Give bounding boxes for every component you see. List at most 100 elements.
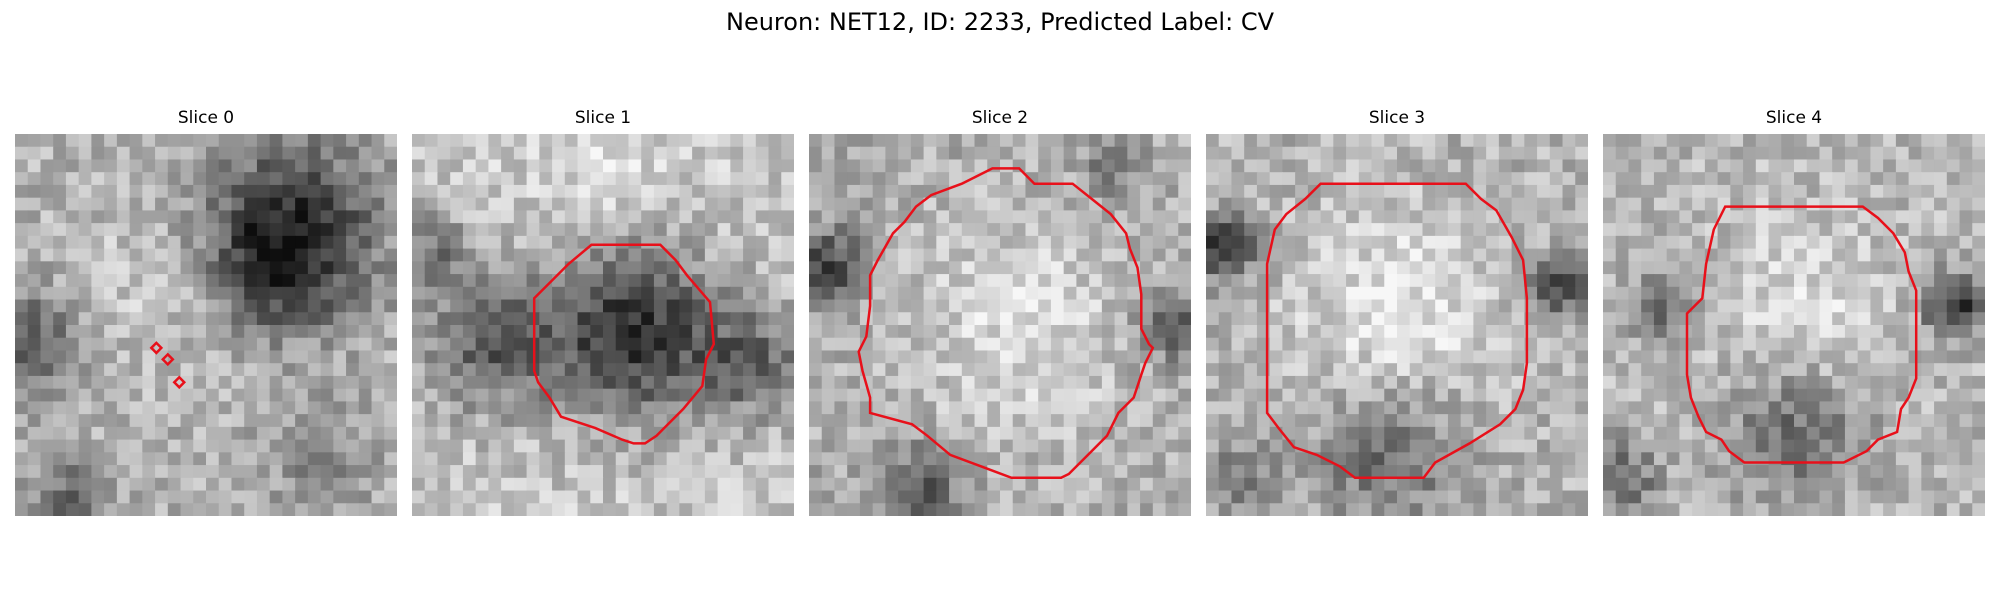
- pixel-cell: [781, 439, 794, 453]
- pixel-cell: [666, 172, 680, 186]
- pixel-cell: [193, 325, 207, 339]
- pixel-cell: [641, 503, 655, 516]
- pixel-cell: [1972, 439, 1985, 453]
- pixel-cell: [1127, 197, 1141, 211]
- pixel-cell: [1282, 350, 1296, 364]
- pixel-cell: [1269, 184, 1283, 199]
- pixel-cell: [1089, 375, 1103, 390]
- pixel-cell: [987, 286, 1001, 301]
- pixel-cell: [129, 159, 143, 173]
- pixel-cell: [1358, 134, 1373, 148]
- pixel-cell: [1295, 299, 1309, 313]
- pixel-cell: [1178, 235, 1191, 250]
- pixel-cell: [1460, 235, 1474, 250]
- pixel-cell: [513, 274, 528, 288]
- pixel-cell: [1460, 274, 1474, 288]
- pixel-cell: [1628, 452, 1642, 466]
- pixel-cell: [1653, 184, 1668, 199]
- pixel-cell: [704, 235, 719, 250]
- pixel-cell: [872, 465, 886, 479]
- pixel-cell: [1603, 363, 1617, 377]
- pixel-cell: [1282, 274, 1296, 288]
- pixel-cell: [1832, 184, 1846, 199]
- pixel-cell: [974, 388, 988, 402]
- pixel-cell: [755, 363, 770, 377]
- pixel-cell: [1806, 172, 1821, 186]
- pixel-cell: [1870, 414, 1884, 428]
- pixel-cell: [1101, 452, 1116, 466]
- pixel-cell: [1384, 299, 1398, 313]
- pixel-cell: [564, 490, 579, 504]
- pixel-cell: [1524, 235, 1538, 250]
- pixel-cell: [692, 490, 706, 504]
- pixel-cell: [142, 184, 156, 199]
- pixel-cell: [1269, 426, 1283, 441]
- pixel-cell: [1114, 197, 1128, 211]
- pixel-cell: [1562, 477, 1576, 492]
- pixel-cell: [755, 184, 770, 199]
- pixel-cell: [1946, 261, 1961, 275]
- pixel-cell: [552, 452, 566, 466]
- pixel-cell: [885, 426, 899, 441]
- pixel-cell: [974, 503, 988, 516]
- pixel-cell: [1921, 490, 1935, 504]
- pixel-cell: [641, 248, 655, 262]
- pixel-cell: [91, 490, 105, 504]
- pixel-cell: [320, 223, 334, 237]
- pixel-cell: [590, 439, 604, 453]
- pixel-cell: [564, 477, 579, 492]
- pixel-cell: [847, 401, 861, 415]
- pixel-cell: [1000, 312, 1014, 326]
- pixel-cell: [704, 286, 719, 301]
- pixel-cell: [898, 375, 912, 390]
- pixel-cell: [437, 172, 451, 186]
- pixel-cell: [1844, 363, 1859, 377]
- pixel-cell: [295, 401, 309, 415]
- pixel-cell: [1358, 363, 1373, 377]
- pixel-cell: [1025, 477, 1039, 492]
- pixel-cell: [358, 350, 373, 364]
- pixel-cell: [974, 134, 988, 148]
- pixel-cell: [1038, 465, 1052, 479]
- pixel-cell: [15, 490, 29, 504]
- pixel-cell: [590, 375, 604, 390]
- pixel-cell: [412, 452, 426, 466]
- pixel-cell: [1152, 172, 1167, 186]
- pixel-cell: [730, 235, 744, 250]
- pixel-cell: [539, 299, 553, 313]
- pixel-cell: [1615, 312, 1630, 326]
- pixel-cell: [809, 312, 823, 326]
- pixel-cell: [1256, 452, 1271, 466]
- pixel-cell: [475, 261, 489, 275]
- pixel-cell: [704, 197, 719, 211]
- pixel-cell: [269, 261, 283, 275]
- pixel-cell: [346, 197, 360, 211]
- pixel-cell: [1333, 274, 1347, 288]
- pixel-cell: [155, 337, 169, 352]
- pixel-cell: [1806, 337, 1821, 352]
- pixel-cell: [1972, 325, 1985, 339]
- pixel-cell: [1231, 452, 1245, 466]
- pixel-cell: [1320, 312, 1334, 326]
- pixel-cell: [923, 172, 937, 186]
- pixel-cell: [564, 312, 579, 326]
- pixel-cell: [1730, 363, 1744, 377]
- pixel-cell: [1140, 426, 1154, 441]
- pixel-cell: [1692, 210, 1706, 224]
- pixel-cell: [526, 146, 540, 161]
- pixel-cell: [1704, 452, 1719, 466]
- pixel-cell: [358, 184, 373, 199]
- pixel-cell: [412, 159, 426, 173]
- pixel-cell: [564, 274, 579, 288]
- pixel-cell: [872, 134, 886, 148]
- pixel-cell: [1537, 477, 1551, 492]
- pixel-cell: [564, 210, 579, 224]
- slice-image-4: [1603, 134, 1985, 516]
- pixel-cell: [40, 325, 54, 339]
- pixel-cell: [615, 299, 630, 313]
- pixel-cell: [1218, 299, 1233, 313]
- pixel-cell: [180, 375, 194, 390]
- pixel-cell: [437, 401, 451, 415]
- pixel-cell: [307, 197, 322, 211]
- pixel-cell: [847, 172, 861, 186]
